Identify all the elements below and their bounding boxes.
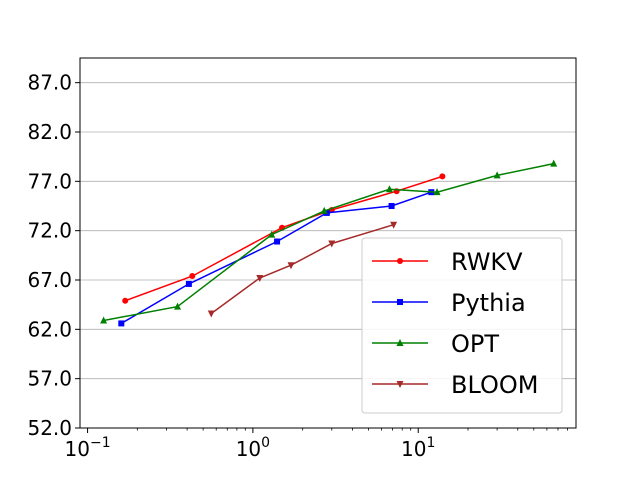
data-point-rwkv (439, 173, 446, 180)
data-point-opt (385, 185, 393, 193)
data-point-bloom (287, 262, 295, 270)
y-axis: 52.0 57.0 62.0 67.0 72.0 77.0 82.0 87.0 (27, 71, 80, 440)
data-point-bloom (207, 310, 215, 318)
x-axis: 10−1 100 101 (65, 428, 568, 461)
legend-marker-opt (396, 339, 404, 346)
legend-box (361, 237, 563, 414)
data-point-opt (320, 206, 328, 214)
legend-label-opt: OPT (451, 330, 499, 358)
y-tick-label: 87.0 (27, 71, 72, 95)
data-point-pythia (388, 203, 395, 209)
series-line-pythia (120, 191, 432, 325)
data-point-opt (174, 302, 182, 310)
series-line-opt (103, 162, 554, 322)
data-point-rwkv (122, 297, 129, 304)
y-tick-label: 82.0 (27, 120, 72, 144)
data-point-opt (100, 316, 108, 324)
legend-marker-rwkv (397, 258, 403, 264)
legend-marker-bloom (396, 381, 404, 388)
data-point-bloom (328, 240, 336, 248)
legend-label-pythia: Pythia (451, 289, 526, 317)
legend: RWKV Pythia OPT BLOOM (361, 237, 563, 414)
y-tick-label: 62.0 (27, 317, 72, 341)
data-point-pythia (274, 238, 281, 245)
legend-marker-pythia (397, 299, 403, 305)
series-bloom (207, 221, 398, 318)
legend-label-bloom: BLOOM (451, 371, 538, 399)
data-point-bloom (256, 275, 264, 283)
y-tick-label: 52.0 (27, 416, 72, 440)
y-tick-label: 57.0 (27, 367, 72, 391)
data-point-bloom (390, 221, 398, 229)
legend-label-rwkv: RWKV (451, 248, 523, 276)
y-tick-label: 67.0 (27, 268, 72, 292)
data-point-pythia (118, 320, 125, 327)
data-point-opt (550, 159, 558, 167)
plot-frame (79, 57, 577, 429)
data-point-opt (493, 171, 501, 179)
y-tick-label: 72.0 (27, 219, 72, 243)
data-point-opt (433, 188, 441, 196)
series-opt (100, 159, 558, 324)
x-tick-label: 100 (236, 435, 270, 461)
series-layer (100, 159, 558, 327)
x-tick-label: 10−1 (65, 435, 111, 461)
data-point-pythia (185, 280, 192, 287)
data-point-opt (268, 230, 276, 238)
y-tick-label: 77.0 (27, 169, 72, 193)
data-point-rwkv (189, 273, 196, 280)
x-tick-label: 101 (401, 435, 435, 461)
